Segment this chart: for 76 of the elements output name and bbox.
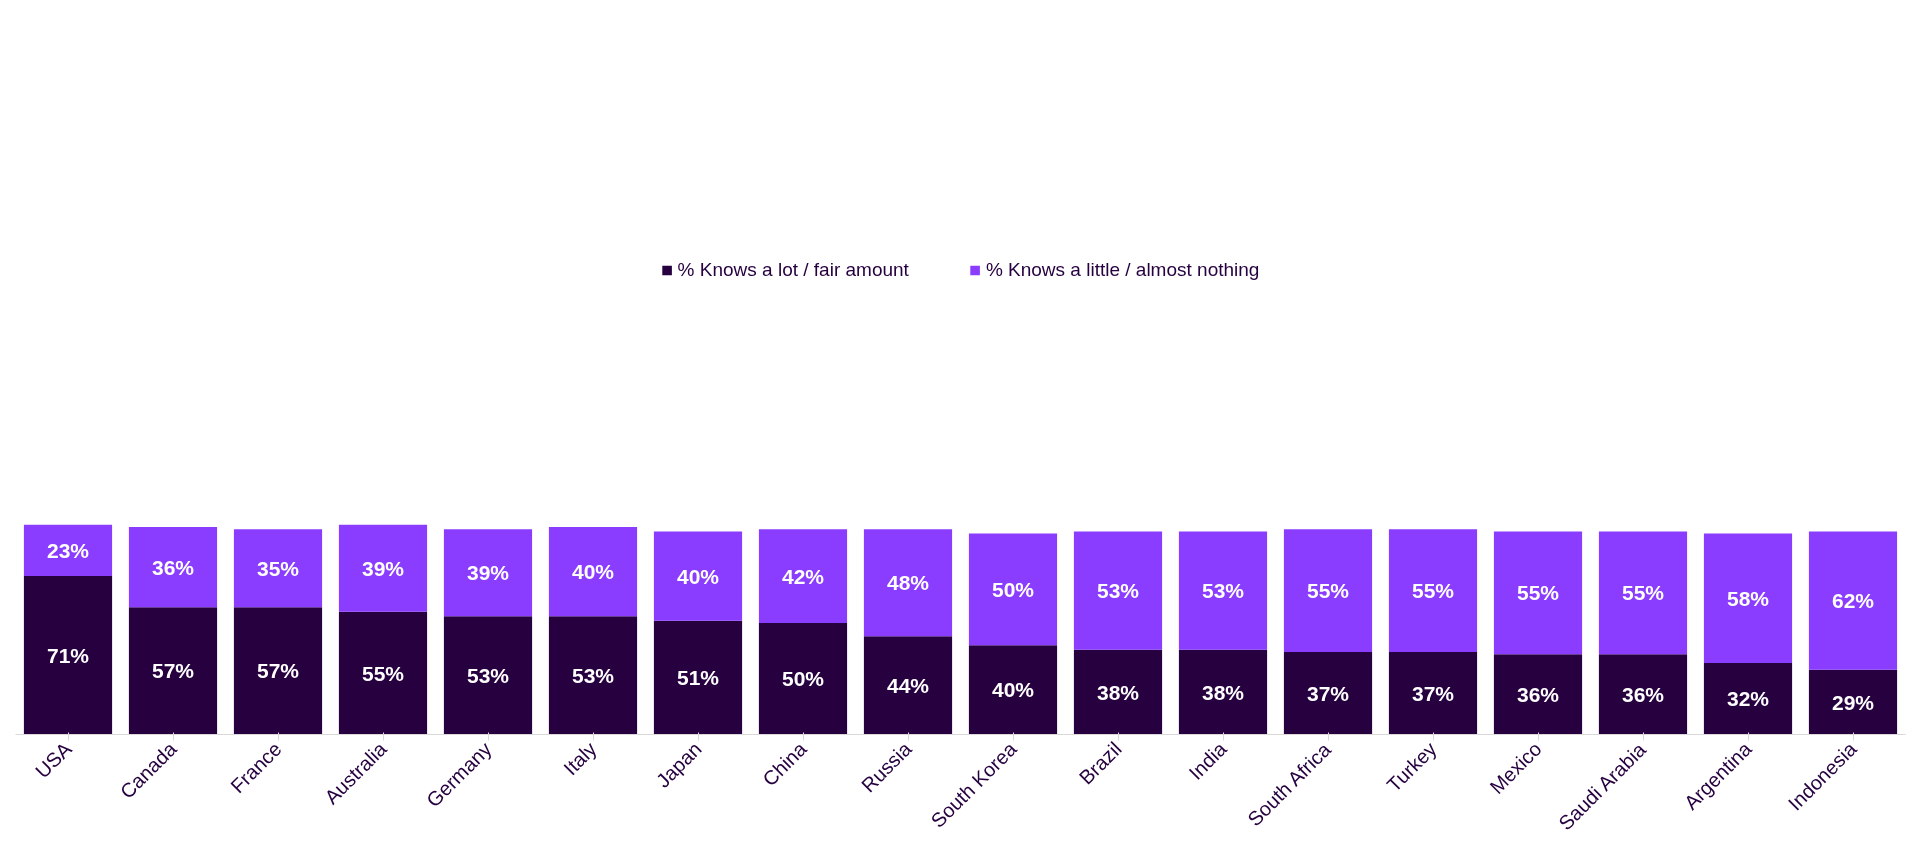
data-label: 62% <box>1831 589 1875 613</box>
data-label: 32% <box>1726 687 1770 711</box>
bar <box>1598 531 1688 655</box>
data-label: 55% <box>1621 581 1665 605</box>
data-label: 55% <box>1516 581 1560 605</box>
bar <box>653 620 743 735</box>
data-label: 38% <box>1201 680 1245 704</box>
bar <box>338 611 428 735</box>
bar <box>1493 531 1583 655</box>
data-label: 38% <box>1096 680 1140 704</box>
data-label: 55% <box>1306 579 1350 603</box>
data-label: 35% <box>256 556 300 580</box>
data-label: 55% <box>1411 579 1455 603</box>
data-label: 53% <box>466 663 510 687</box>
bar <box>1388 529 1478 652</box>
x-tick-label: USA <box>31 737 77 783</box>
bar <box>23 524 113 577</box>
legend-label: % Knows a lot / fair amount <box>677 259 909 281</box>
bar <box>548 526 638 617</box>
data-label: 53% <box>571 663 615 687</box>
data-label: 57% <box>256 659 300 683</box>
data-label: 40% <box>676 564 720 588</box>
data-label: 53% <box>1201 579 1245 603</box>
data-label: 36% <box>1516 682 1560 706</box>
data-label: 50% <box>991 577 1035 601</box>
bar <box>233 607 323 735</box>
bar <box>1388 651 1478 735</box>
data-label: 53% <box>1096 579 1140 603</box>
bar <box>1283 529 1373 652</box>
data-label: 36% <box>151 555 195 579</box>
bar <box>968 533 1058 646</box>
bar <box>863 636 953 735</box>
bar <box>968 645 1058 735</box>
data-label: 71% <box>46 643 90 667</box>
data-label: 57% <box>151 659 195 683</box>
data-label: 50% <box>781 667 825 691</box>
data-label: 51% <box>676 666 720 690</box>
bar <box>1178 649 1268 735</box>
bar <box>1073 649 1163 735</box>
data-label: 36% <box>1621 682 1665 706</box>
data-label: 29% <box>1831 690 1875 714</box>
bar <box>443 616 533 735</box>
data-label: 44% <box>886 673 930 697</box>
bar <box>1703 533 1793 664</box>
data-label: 42% <box>781 564 825 588</box>
bar <box>23 576 113 735</box>
bar <box>338 524 428 612</box>
bar <box>233 529 323 608</box>
bar <box>1073 531 1163 650</box>
data-label: 48% <box>886 571 930 595</box>
x-tick-label: Italy <box>559 737 601 780</box>
bar <box>1808 531 1898 670</box>
legend-label: % Knows a little / almost nothing <box>985 259 1260 281</box>
bar <box>548 616 638 735</box>
bar <box>1493 654 1583 735</box>
bar <box>1703 663 1793 735</box>
bar <box>1808 669 1898 735</box>
data-label: 39% <box>361 556 405 580</box>
bar <box>443 529 533 617</box>
bar <box>758 622 848 735</box>
bar <box>758 529 848 623</box>
data-label: 40% <box>991 678 1035 702</box>
data-label: 37% <box>1411 681 1455 705</box>
data-label: 37% <box>1306 681 1350 705</box>
data-label: 39% <box>466 561 510 585</box>
data-label: 58% <box>1726 586 1770 610</box>
data-label: 23% <box>46 538 90 562</box>
bar <box>863 529 953 637</box>
data-label: 55% <box>361 661 405 685</box>
bar <box>653 531 743 621</box>
bar <box>1283 651 1373 735</box>
bar <box>128 526 218 608</box>
bar <box>1598 654 1688 735</box>
bar <box>1178 531 1268 650</box>
bar <box>128 607 218 735</box>
data-label: 40% <box>571 560 615 584</box>
